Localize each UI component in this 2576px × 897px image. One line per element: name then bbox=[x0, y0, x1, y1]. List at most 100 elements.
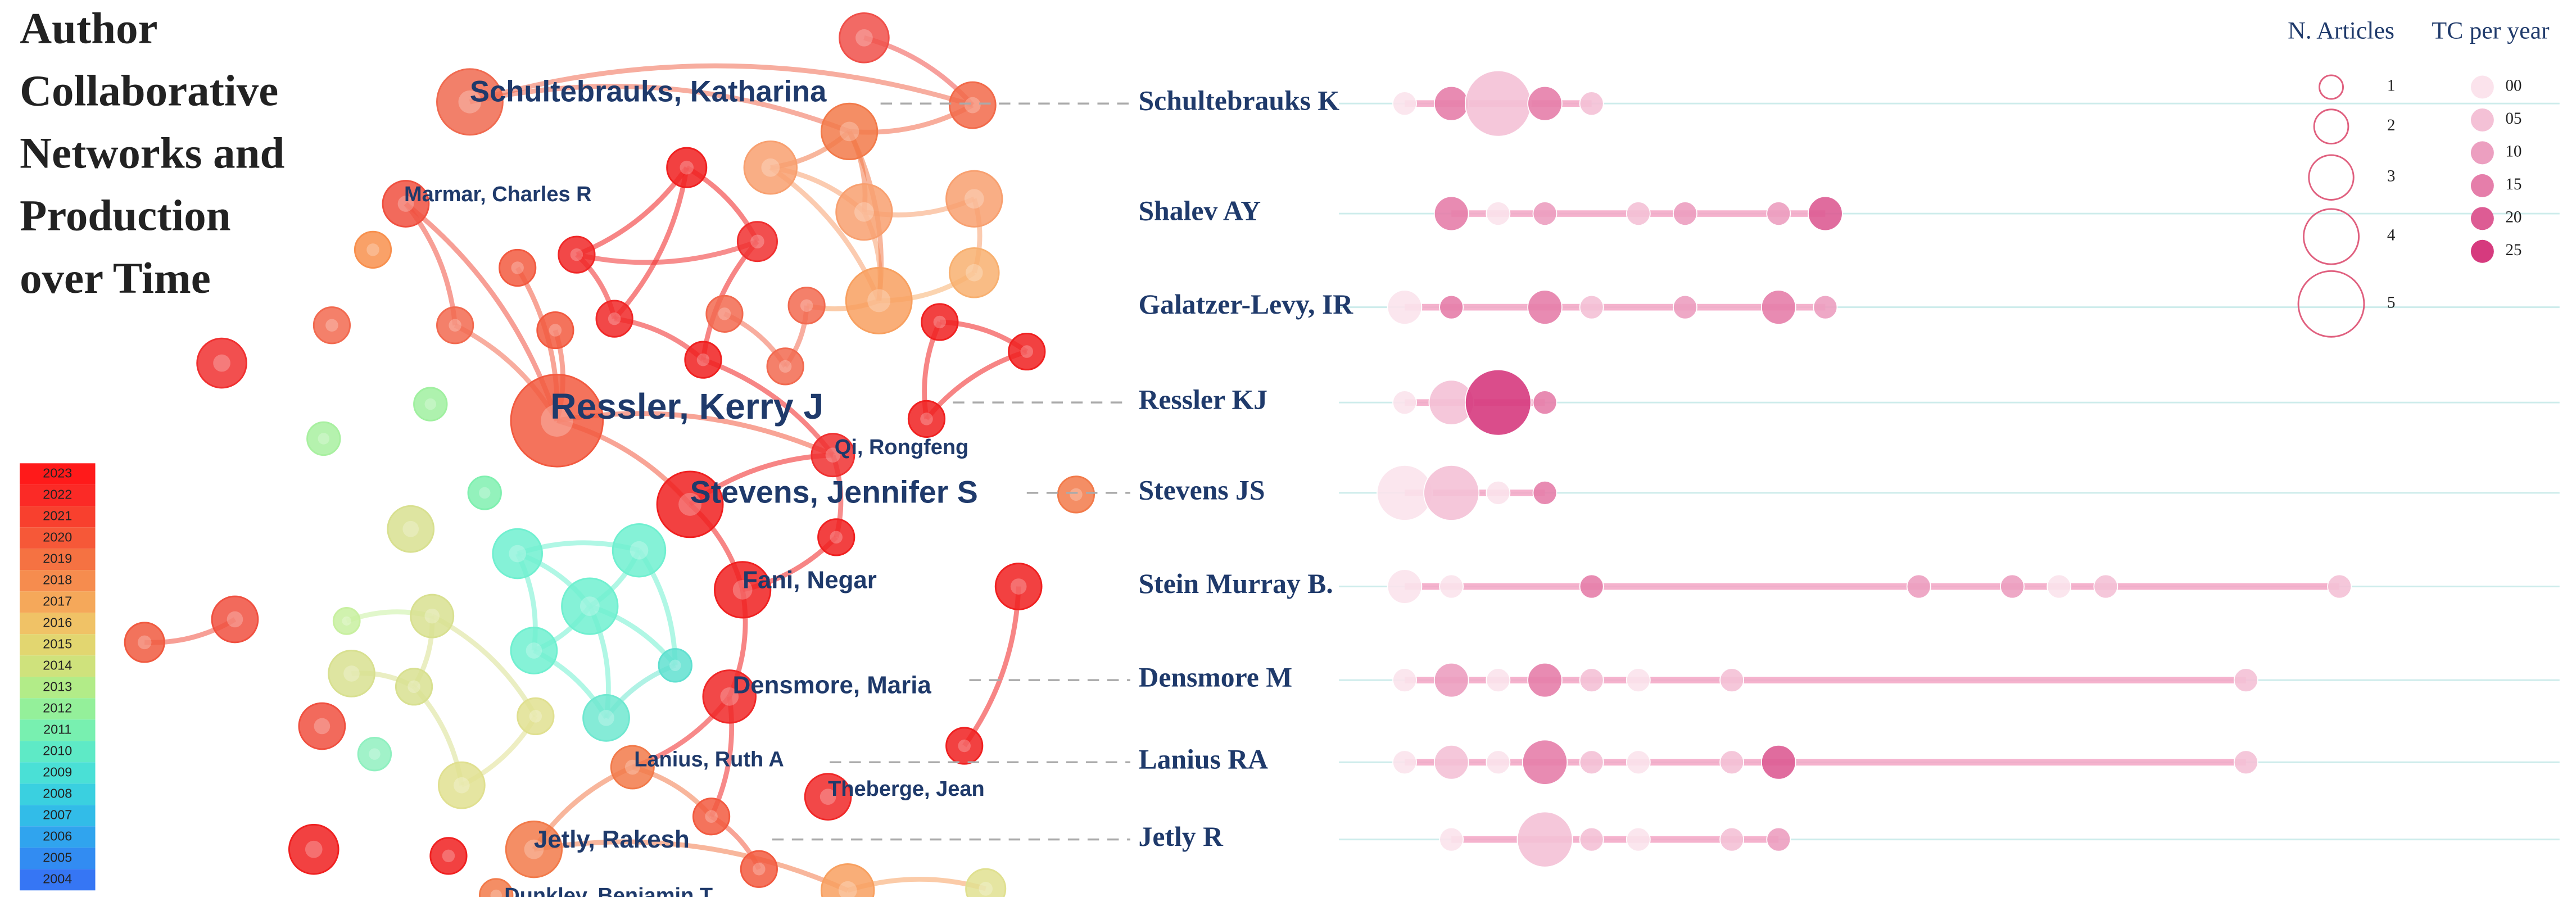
network-node-core bbox=[424, 398, 437, 410]
colorbar-cell bbox=[20, 570, 96, 592]
bubble bbox=[1464, 70, 1532, 137]
network-node-core bbox=[442, 849, 455, 863]
network-node-core bbox=[598, 710, 614, 726]
network-node bbox=[288, 823, 339, 875]
colorbar-label: 2010 bbox=[43, 743, 72, 758]
author-name: Galatzer-Levy, IR bbox=[1139, 289, 1354, 320]
network-node bbox=[517, 697, 555, 736]
network-node-core bbox=[408, 680, 420, 694]
bubble bbox=[1579, 827, 1604, 852]
bubble bbox=[1626, 201, 1651, 226]
bubble bbox=[1906, 574, 1931, 599]
colorbar-cell bbox=[20, 527, 96, 549]
network-node-core bbox=[965, 264, 983, 282]
size-legend-circle bbox=[2297, 270, 2365, 338]
network-node-core bbox=[369, 748, 381, 760]
network-node-core bbox=[529, 710, 542, 723]
author-name: Stevens JS bbox=[1139, 474, 1265, 505]
figure-front: Schultebrauks, Katharina Marmar, Charles … bbox=[20, 4, 2560, 897]
colorbar-label: 2011 bbox=[43, 722, 71, 736]
colorbar-cell bbox=[20, 549, 96, 570]
network-node bbox=[410, 594, 455, 638]
network-node bbox=[395, 668, 433, 706]
network-node-core bbox=[669, 659, 681, 672]
network-node bbox=[1008, 332, 1046, 371]
colorbar-cell bbox=[20, 655, 96, 677]
bubble bbox=[1760, 744, 1796, 780]
color-legend-label: 20 bbox=[2505, 209, 2521, 226]
network-node bbox=[948, 81, 997, 129]
network-node bbox=[658, 648, 692, 683]
network-node bbox=[612, 523, 667, 578]
colorbar-label: 2008 bbox=[43, 786, 72, 800]
bubble bbox=[1464, 369, 1532, 436]
network-node-core bbox=[325, 319, 338, 332]
color-legend-title: TC per year bbox=[2432, 17, 2550, 44]
network-node bbox=[817, 518, 855, 556]
network-node-core bbox=[718, 307, 731, 320]
network-node bbox=[921, 303, 959, 341]
author-name: Jetly R bbox=[1139, 821, 1224, 852]
color-legend-circle bbox=[2470, 207, 2494, 230]
network-node-core bbox=[867, 289, 891, 312]
network-edge bbox=[576, 239, 758, 265]
bubble bbox=[1486, 480, 1511, 505]
bubble bbox=[1522, 739, 1568, 785]
colorbar-label: 2004 bbox=[43, 871, 72, 886]
network-node bbox=[684, 341, 722, 379]
bubble bbox=[1579, 668, 1604, 693]
network-node bbox=[436, 68, 504, 136]
bubble bbox=[1626, 668, 1651, 693]
title-line: Author bbox=[20, 4, 158, 53]
network-node bbox=[492, 528, 543, 579]
network-edge bbox=[469, 63, 974, 108]
network-label: Ressler, Kerry J bbox=[550, 386, 823, 427]
network-node-core bbox=[511, 261, 524, 274]
network-node-core bbox=[624, 759, 640, 775]
network-node-core bbox=[424, 608, 440, 624]
bubble bbox=[1673, 201, 1697, 226]
network-node-core bbox=[402, 520, 419, 537]
network-label: Qi, Rongfeng bbox=[835, 436, 968, 459]
network-node-core bbox=[820, 789, 836, 805]
bubble bbox=[1579, 91, 1604, 116]
colorbar-label: 2016 bbox=[43, 615, 72, 629]
network-edge bbox=[469, 84, 850, 134]
colorbar-cell bbox=[20, 762, 96, 784]
size-legend-label: 5 bbox=[2387, 293, 2396, 311]
network-node-core bbox=[305, 840, 323, 858]
network-node bbox=[582, 694, 630, 742]
network-node bbox=[124, 622, 165, 663]
network-node bbox=[994, 563, 1043, 610]
network-node-core bbox=[137, 635, 152, 650]
author-name: Ressler KJ bbox=[1139, 384, 1267, 415]
colorbar-cell bbox=[20, 869, 96, 891]
network-node-core bbox=[720, 687, 739, 706]
network-node bbox=[298, 702, 346, 750]
author-name: Densmore M bbox=[1139, 662, 1293, 693]
colorbar-label: 2022 bbox=[43, 487, 72, 501]
colorbar-label: 2006 bbox=[43, 828, 72, 843]
network-node-core bbox=[855, 29, 873, 47]
network-node bbox=[766, 347, 804, 386]
network-node bbox=[820, 102, 879, 161]
bubble bbox=[2047, 574, 2072, 599]
network-node-core bbox=[314, 718, 331, 735]
color-legend-circle bbox=[2470, 239, 2494, 263]
bubble bbox=[1392, 390, 1417, 415]
network-node-core bbox=[800, 299, 813, 312]
network-node bbox=[820, 863, 875, 897]
colorbar-label: 2014 bbox=[43, 658, 72, 672]
network-edge bbox=[576, 166, 689, 257]
title-line: over Time bbox=[20, 254, 211, 303]
bubble bbox=[2093, 574, 2118, 599]
network-node bbox=[328, 650, 375, 697]
network-node-core bbox=[680, 160, 694, 175]
bubble bbox=[1527, 289, 1563, 325]
colorbar-label: 2020 bbox=[43, 529, 72, 544]
author-name: Lanius RA bbox=[1139, 744, 1269, 775]
colorbar-cell bbox=[20, 805, 96, 827]
network-node-core bbox=[342, 616, 351, 626]
network-node bbox=[382, 180, 430, 228]
